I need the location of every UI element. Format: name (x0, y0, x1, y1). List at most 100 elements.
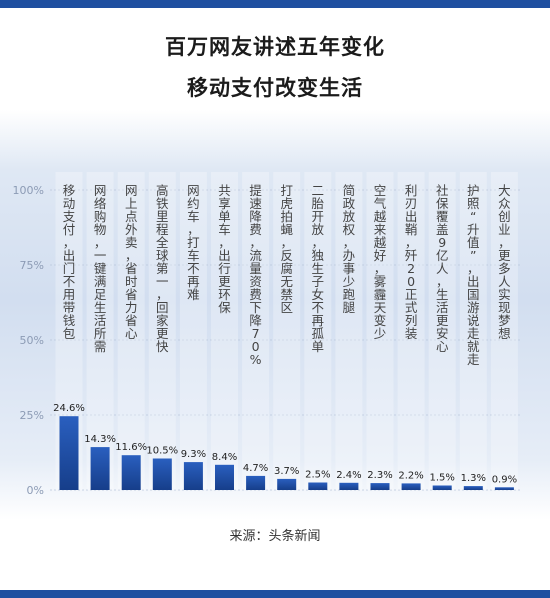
category-label-char: 0 (252, 339, 260, 354)
category-label-char: 键 (94, 261, 107, 276)
data-label: 4.7% (243, 463, 268, 474)
category-label-char: 越 (374, 209, 387, 224)
category-label-char: ， (374, 261, 387, 276)
category-label-char: 下 (249, 300, 262, 315)
category-label-char: 家 (156, 313, 169, 328)
category-label-char: 气 (374, 196, 387, 211)
category-label-char: 程 (156, 222, 169, 237)
category-label-char: 钱 (63, 313, 76, 328)
category-label-char: “ (470, 209, 476, 224)
category-label-char: 独 (312, 248, 325, 263)
category-label-char: 人 (498, 274, 511, 289)
category-label-char: 简 (343, 183, 356, 198)
source-note: 来源：头条新闻 (229, 529, 321, 544)
category-label-char: 省 (125, 313, 138, 328)
category-label-char: ， (405, 235, 418, 250)
category-label-char: ， (125, 248, 138, 263)
category-label-char: 就 (467, 339, 480, 354)
category-label-char: 式 (405, 300, 418, 315)
category-label-char: 出 (63, 248, 76, 263)
category-label-char: 子 (312, 274, 325, 289)
data-label: 10.5% (146, 446, 178, 457)
category-label-char: ， (436, 274, 449, 289)
category-label-char: 升 (467, 222, 480, 237)
category-label-char: 实 (498, 287, 511, 302)
category-label-char: 一 (94, 248, 107, 263)
bar (432, 485, 452, 490)
category-label-char: ， (249, 235, 262, 250)
category-label-char: 不 (312, 300, 325, 315)
category-column (179, 172, 207, 490)
category-label-char: 办 (343, 248, 356, 263)
category-label-char: 移 (63, 183, 76, 198)
category-column (459, 172, 487, 490)
category-column (211, 172, 238, 490)
category-label-char: 约 (187, 196, 200, 211)
category-label-char: 更 (498, 248, 511, 263)
bar (339, 482, 359, 490)
category-label-char: 保 (218, 300, 231, 315)
category-label-char: 门 (63, 261, 76, 276)
data-label: 2.4% (336, 470, 361, 481)
y-tick-label: 0% (27, 484, 44, 497)
category-label-char: 卖 (125, 235, 138, 250)
category-label-char: 需 (94, 339, 107, 354)
category-label-char: ， (218, 235, 231, 250)
category-label-char: 游 (467, 300, 480, 315)
data-label: 3.7% (274, 466, 299, 477)
category-label-char: 盖 (436, 222, 449, 237)
category-label-char: 2 (407, 261, 415, 276)
category-label-char: 走 (467, 352, 480, 367)
category-label-char: 雾 (374, 274, 387, 289)
category-label-char: 禁 (280, 287, 293, 302)
category-label-char: 霾 (374, 287, 387, 302)
category-label-char: ， (156, 287, 169, 302)
data-label: 11.6% (115, 442, 147, 453)
category-label-char: 开 (312, 209, 325, 224)
bar (308, 482, 328, 490)
category-label-char: 包 (63, 326, 76, 341)
category-label-char: 保 (436, 196, 449, 211)
category-label-char: 时 (125, 274, 138, 289)
category-label-char: 共 (218, 183, 231, 198)
y-tick-label: 25% (20, 409, 44, 422)
category-label-char: 购 (94, 209, 107, 224)
category-label-char: 政 (343, 196, 356, 211)
data-label: 2.5% (305, 470, 330, 481)
category-column (117, 172, 145, 490)
category-label-char: 享 (218, 196, 231, 211)
category-label-char: 无 (280, 274, 293, 289)
category-label-char: 高 (156, 183, 169, 198)
category-label-char: % (250, 352, 262, 367)
category-label-char: 网 (94, 183, 107, 198)
category-label-char: 列 (405, 313, 418, 328)
category-label-char: 量 (249, 261, 262, 276)
category-label-char: 第 (156, 261, 169, 276)
category-label-char: 胎 (312, 196, 325, 211)
category-label-char: 来 (374, 222, 387, 237)
bar (401, 483, 421, 490)
category-label-char: 车 (187, 209, 200, 224)
category-label-char: 大 (498, 183, 511, 198)
category-label-char: ， (280, 235, 293, 250)
category-label-char: 单 (218, 209, 231, 224)
y-axis-ticks: 100% 75% 50% 25% 0% (13, 184, 44, 497)
category-label-char: ， (467, 261, 480, 276)
category-label-char: 亿 (436, 248, 449, 263)
bar (90, 447, 110, 490)
category-label-char: 降 (249, 313, 262, 328)
category-label-char: 生 (312, 261, 325, 276)
y-tick-label: 50% (20, 334, 44, 347)
category-label-char: 行 (218, 261, 231, 276)
category-label-char: ， (187, 222, 200, 237)
chart-title-line-2: 移动支付改变生活 (187, 76, 363, 100)
category-label-char: 带 (63, 300, 76, 315)
category-label-char: 社 (436, 183, 449, 198)
category-label-char: 点 (125, 209, 138, 224)
category-label-char: 越 (374, 235, 387, 250)
category-label-char: 少 (374, 326, 387, 341)
category-label-char: 鞘 (405, 222, 418, 237)
category-label-char: 网 (125, 183, 138, 198)
category-label-char: 歼 (405, 248, 418, 263)
category-label-char: 梦 (498, 313, 511, 328)
